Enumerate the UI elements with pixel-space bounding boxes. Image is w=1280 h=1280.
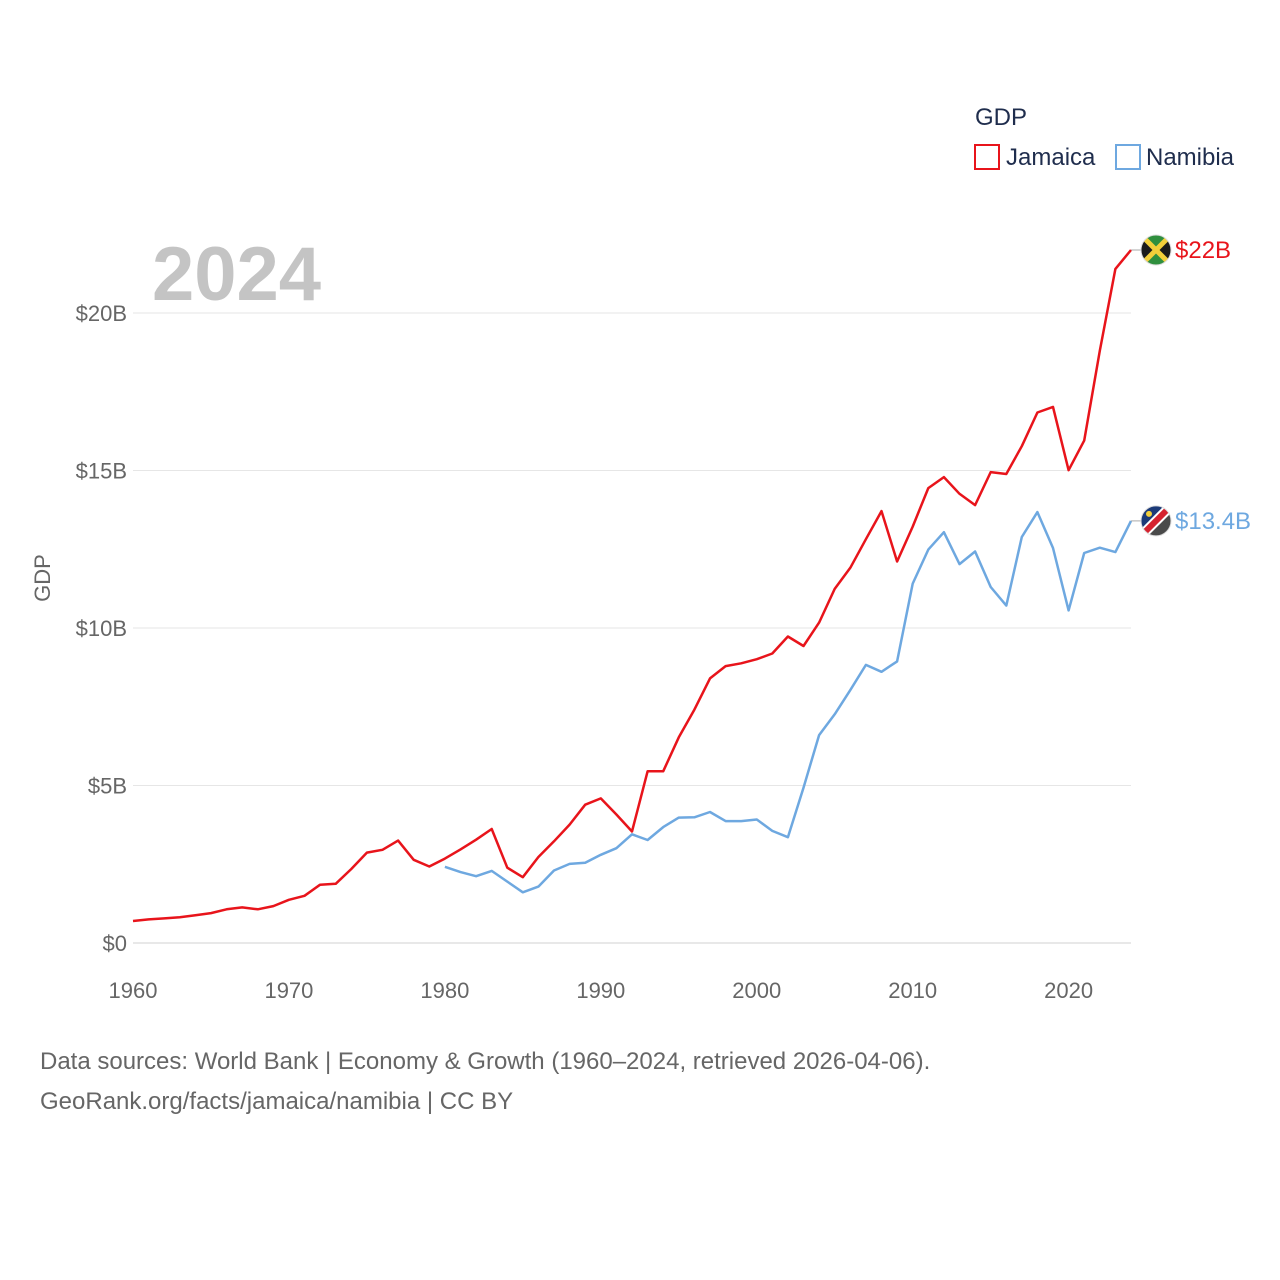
y-axis-title: GDP xyxy=(30,554,55,602)
y-tick-label: $5B xyxy=(88,774,127,799)
legend-swatch-namibia xyxy=(1115,144,1141,170)
x-tick-label: 2000 xyxy=(732,978,781,1003)
source-line-2: GeoRank.org/facts/jamaica/namibia | CC B… xyxy=(40,1088,514,1115)
grid-lines xyxy=(133,312,1131,944)
source-line-1: Data sources: World Bank | Economy & Gro… xyxy=(40,1048,931,1075)
y-tick-label: $20B xyxy=(76,301,127,326)
end-value-label-namibia: $13.4B xyxy=(1175,508,1251,535)
x-axis: 1960 1970 1980 1990 2000 2010 2020 xyxy=(109,978,1094,1003)
y-tick-label: $15B xyxy=(76,459,127,484)
y-tick-label: $0 xyxy=(103,931,127,956)
legend-label-namibia: Namibia xyxy=(1146,144,1235,171)
x-tick-label: 1980 xyxy=(420,978,469,1003)
jamaica-flag-icon xyxy=(1140,234,1172,266)
legend: GDP Jamaica Namibia xyxy=(974,104,1235,171)
namibia-flag-icon xyxy=(1140,505,1172,537)
x-tick-label: 2020 xyxy=(1044,978,1093,1003)
x-tick-label: 2010 xyxy=(888,978,937,1003)
end-markers: $22B $13.4B xyxy=(1131,234,1251,537)
series-line-namibia xyxy=(444,510,1133,894)
legend-label-jamaica: Jamaica xyxy=(1006,144,1096,171)
end-value-label-jamaica: $22B xyxy=(1175,237,1231,264)
source-note: Data sources: World Bank | Economy & Gro… xyxy=(40,1042,930,1122)
legend-item-jamaica[interactable]: Jamaica xyxy=(974,144,1096,171)
y-axis: $0 $5B $10B $15B $20B xyxy=(76,301,127,956)
series-line-jamaica xyxy=(132,249,1132,923)
legend-title: GDP xyxy=(975,104,1027,131)
legend-swatch-jamaica xyxy=(974,144,1000,170)
y-tick-label: $10B xyxy=(76,616,127,641)
year-label: 2024 xyxy=(152,232,321,317)
series-lines xyxy=(132,249,1133,923)
legend-item-namibia[interactable]: Namibia xyxy=(1115,144,1235,171)
x-tick-label: 1960 xyxy=(109,978,158,1003)
x-tick-label: 1990 xyxy=(576,978,625,1003)
x-tick-label: 1970 xyxy=(264,978,313,1003)
